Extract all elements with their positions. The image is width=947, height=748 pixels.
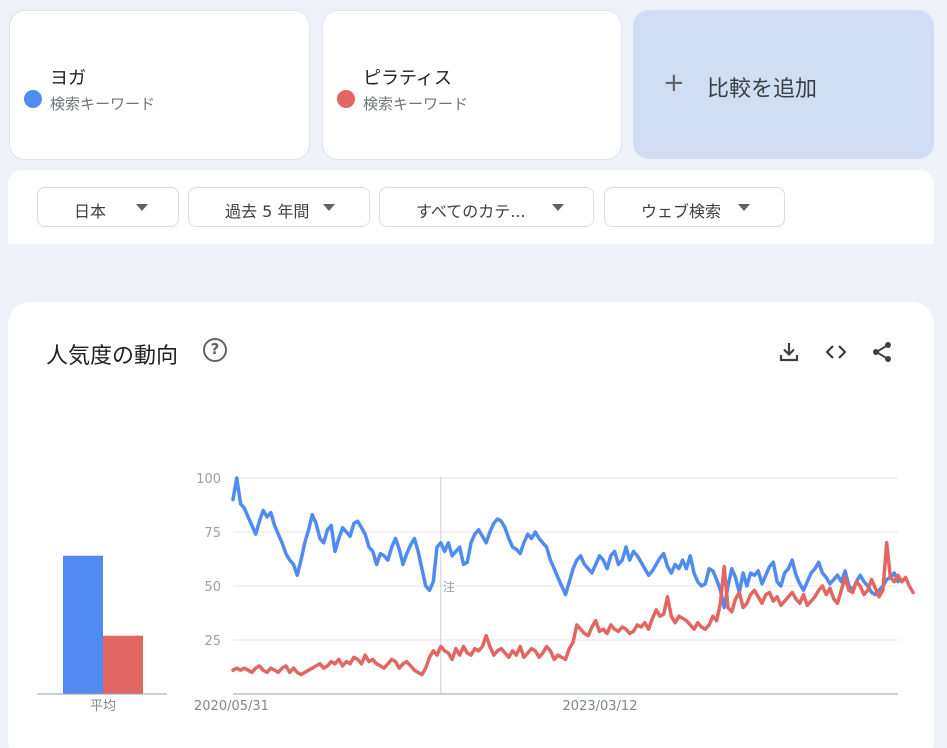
- filter-label: 日本: [74, 202, 107, 221]
- category-filter[interactable]: すべてのカテ...: [379, 187, 594, 227]
- term-type-label: 検索キーワード: [363, 95, 469, 113]
- average-bar-yoga: [63, 555, 103, 694]
- series-line-yoga: [231, 476, 900, 610]
- add-comparison-label: 比較を追加: [707, 77, 818, 102]
- filter-label: ウェブ検索: [641, 202, 722, 221]
- filter-label: 過去 5 年間: [225, 202, 310, 221]
- caret-down-icon: [323, 204, 335, 211]
- interest-over-time-panel: 人気度の動向 ? 25 50 75 100 注 2020/05/31 2023/03/12 平…: [8, 302, 934, 748]
- y-tick-label: 75: [204, 526, 221, 541]
- caret-down-icon: [552, 204, 564, 211]
- y-tick-label: 50: [204, 580, 221, 595]
- trend-chart: 25 50 75 100 注 2020/05/31 2023/03/12 平均: [37, 472, 915, 714]
- plus-icon: +: [663, 68, 685, 98]
- series-color-dot: [337, 90, 355, 108]
- share-icon[interactable]: [870, 340, 894, 364]
- term-name: ヨガ: [50, 68, 86, 89]
- term-card-pilates[interactable]: ピラティス 検索キーワード: [322, 10, 622, 160]
- term-name: ピラティス: [363, 68, 452, 89]
- time-range-filter[interactable]: 過去 5 年間: [188, 187, 370, 227]
- add-comparison-button[interactable]: + 比較を追加: [633, 10, 934, 159]
- series-color-dot: [24, 90, 42, 108]
- term-type-label: 検索キーワード: [50, 95, 156, 113]
- caret-down-icon: [136, 204, 148, 211]
- filter-bar: 日本 過去 5 年間 すべてのカテ... ウェブ検索: [8, 170, 934, 244]
- series-line-pilates: [231, 541, 915, 677]
- help-icon[interactable]: ?: [203, 338, 227, 362]
- average-bar-pilates: [103, 635, 143, 694]
- y-tick-label: 100: [196, 472, 221, 487]
- caret-down-icon: [738, 204, 750, 211]
- region-filter[interactable]: 日本: [37, 187, 179, 227]
- panel-title: 人気度の動向: [46, 344, 179, 369]
- embed-code-icon[interactable]: [824, 340, 848, 364]
- download-icon[interactable]: [777, 340, 801, 364]
- y-tick-label: 25: [204, 634, 221, 649]
- filter-label: すべてのカテ...: [416, 202, 526, 221]
- x-tick-label: 2020/05/31: [194, 699, 269, 714]
- average-label: 平均: [90, 699, 116, 714]
- search-type-filter[interactable]: ウェブ検索: [604, 187, 785, 227]
- term-card-yoga[interactable]: ヨガ 検索キーワード: [9, 10, 310, 160]
- x-tick-label: 2023/03/12: [563, 699, 638, 714]
- annotation-label: 注: [443, 579, 455, 594]
